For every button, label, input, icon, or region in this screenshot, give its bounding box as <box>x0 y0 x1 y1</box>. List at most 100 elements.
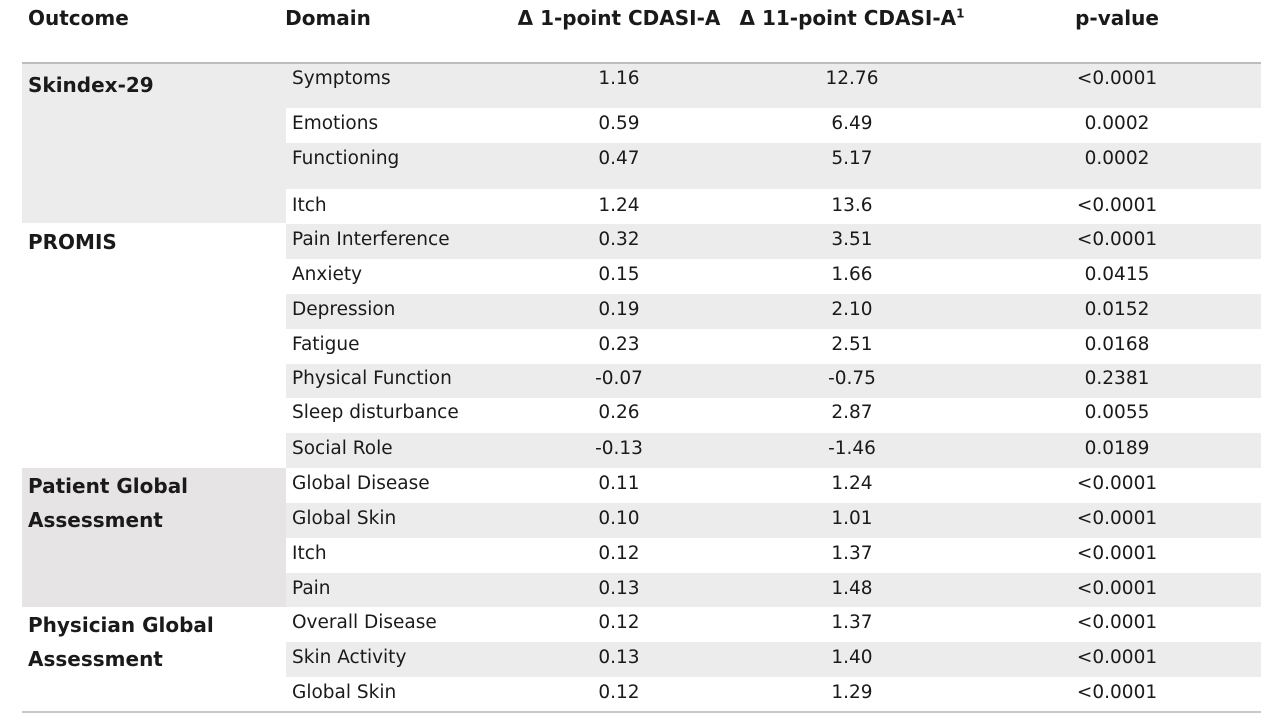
delta-11-cell: 1.29 <box>831 682 873 703</box>
table-row: Itch 0.12 1.37 <0.0001 <box>286 538 1261 573</box>
delta-1-cell: 0.32 <box>598 229 640 250</box>
group-label: Skindex-29 <box>28 73 154 97</box>
delta-11-cell: 1.37 <box>831 543 873 564</box>
table-row: Itch 1.24 13.6 <0.0001 <box>286 189 1261 224</box>
p-value-cell: <0.0001 <box>1076 508 1158 529</box>
p-value-cell: <0.0001 <box>1076 68 1158 89</box>
domain-cell: Symptoms <box>292 68 391 89</box>
domain-cell: Depression <box>292 299 396 320</box>
table-row: Fatigue 0.23 2.51 0.0168 <box>286 329 1261 364</box>
domain-cell: Pain <box>292 578 331 599</box>
group-label: PROMIS <box>28 230 117 254</box>
table-row: Skin Activity 0.13 1.40 <0.0001 <box>286 642 1261 677</box>
table-header: Outcome Domain Δ 1-point CDASI-A Δ 11-po… <box>22 0 1261 64</box>
delta-11-cell: 3.51 <box>831 229 873 250</box>
table-row: Pain Interference 0.32 3.51 <0.0001 <box>286 224 1261 259</box>
table-row: Social Role -0.13 -1.46 0.0189 <box>286 433 1261 468</box>
delta-1-cell: 0.47 <box>598 148 640 169</box>
delta-1-cell: 0.13 <box>598 578 640 599</box>
table-row: Global Disease 0.11 1.24 <0.0001 <box>286 468 1261 503</box>
domain-cell: Functioning <box>292 148 400 169</box>
delta-11-cell: 6.49 <box>831 113 873 134</box>
table-row: Symptoms 1.16 12.76 <0.0001 <box>286 64 1261 108</box>
header-delta-11-point: Δ 11-point CDASI-A1 <box>732 4 972 32</box>
delta-1-cell: 0.10 <box>598 508 640 529</box>
delta-1-cell: 1.24 <box>598 195 640 216</box>
p-value-cell: 0.0189 <box>1084 438 1150 459</box>
p-value-cell: <0.0001 <box>1076 229 1158 250</box>
header-delta-11-text: Δ 11-point CDASI-A <box>739 6 957 30</box>
domain-cell: Itch <box>292 195 327 216</box>
group-label-line: Assessment <box>28 647 163 671</box>
group-label-line: Physician Global <box>28 613 214 637</box>
domain-cell: Anxiety <box>292 264 363 285</box>
p-value-cell: 0.0002 <box>1084 113 1150 134</box>
group-promis: PROMIS <box>22 224 286 468</box>
p-value-cell: <0.0001 <box>1076 647 1158 668</box>
p-value-cell: <0.0001 <box>1076 682 1158 703</box>
domain-cell: Pain Interference <box>292 229 450 250</box>
delta-11-cell: 1.40 <box>831 647 873 668</box>
domain-cell: Physical Function <box>292 368 452 389</box>
table-row: Emotions 0.59 6.49 0.0002 <box>286 108 1261 143</box>
delta-11-cell: -0.75 <box>828 368 876 389</box>
footnote-marker: 1 <box>956 6 965 21</box>
table-row: Pain 0.13 1.48 <0.0001 <box>286 573 1261 607</box>
delta-1-cell: 0.15 <box>598 264 640 285</box>
delta-1-cell: 0.12 <box>598 612 640 633</box>
table-row: Sleep disturbance 0.26 2.87 0.0055 <box>286 398 1261 433</box>
delta-1-cell: 0.11 <box>598 473 640 494</box>
p-value-cell: 0.0168 <box>1084 334 1150 355</box>
p-value-cell: 0.0055 <box>1084 402 1150 423</box>
delta-11-cell: 1.48 <box>831 578 873 599</box>
header-domain: Domain <box>285 6 371 30</box>
header-outcome: Outcome <box>28 6 129 30</box>
p-value-cell: <0.0001 <box>1076 195 1158 216</box>
delta-1-cell: -0.13 <box>595 438 643 459</box>
delta-11-cell: 2.10 <box>831 299 873 320</box>
p-value-cell: 0.0002 <box>1084 148 1150 169</box>
p-value-cell: <0.0001 <box>1076 578 1158 599</box>
p-value-cell: <0.0001 <box>1076 612 1158 633</box>
group-label-line: Patient Global <box>28 474 189 498</box>
p-value-cell: 0.0415 <box>1084 264 1150 285</box>
delta-11-cell: 13.6 <box>831 195 873 216</box>
domain-cell: Social Role <box>292 438 393 459</box>
delta-1-cell: -0.07 <box>595 368 643 389</box>
delta-11-cell: 12.76 <box>825 68 879 89</box>
delta-1-cell: 0.26 <box>598 402 640 423</box>
group-physician-global-assessment: Physician Global Assessment <box>22 607 286 711</box>
domain-cell: Global Skin <box>292 508 397 529</box>
header-p-value: p-value <box>1075 6 1159 30</box>
p-value-cell: <0.0001 <box>1076 473 1158 494</box>
delta-11-cell: 1.66 <box>831 264 873 285</box>
delta-11-cell: 2.51 <box>831 334 873 355</box>
delta-11-cell: 5.17 <box>831 148 873 169</box>
table-row: Physical Function -0.07 -0.75 0.2381 <box>286 364 1261 398</box>
delta-1-cell: 0.59 <box>598 113 640 134</box>
delta-11-cell: 1.24 <box>831 473 873 494</box>
table-row: Functioning 0.47 5.17 0.0002 <box>286 143 1261 189</box>
delta-11-cell: 2.87 <box>831 402 873 423</box>
group-label: Patient Global Assessment <box>28 469 188 537</box>
delta-1-cell: 0.12 <box>598 682 640 703</box>
domain-cell: Global Disease <box>292 473 430 494</box>
p-value-cell: <0.0001 <box>1076 543 1158 564</box>
domain-cell: Overall Disease <box>292 612 437 633</box>
table-row: Overall Disease 0.12 1.37 <0.0001 <box>286 607 1261 642</box>
table-bottom-rule <box>22 711 1261 713</box>
results-table: Outcome Domain Δ 1-point CDASI-A Δ 11-po… <box>22 0 1261 720</box>
delta-11-cell: 1.01 <box>831 508 873 529</box>
domain-cell: Global Skin <box>292 682 397 703</box>
group-patient-global-assessment: Patient Global Assessment <box>22 468 286 607</box>
group-label-line: Assessment <box>28 508 163 532</box>
header-delta-1-point: Δ 1-point CDASI-A <box>517 6 721 30</box>
table-row: Global Skin 0.10 1.01 <0.0001 <box>286 503 1261 538</box>
delta-1-cell: 0.13 <box>598 647 640 668</box>
group-skindex-29: Skindex-29 <box>22 64 286 223</box>
delta-1-cell: 0.12 <box>598 543 640 564</box>
domain-cell: Fatigue <box>292 334 360 355</box>
domain-cell: Skin Activity <box>292 647 407 668</box>
domain-cell: Sleep disturbance <box>292 402 459 423</box>
delta-1-cell: 0.23 <box>598 334 640 355</box>
